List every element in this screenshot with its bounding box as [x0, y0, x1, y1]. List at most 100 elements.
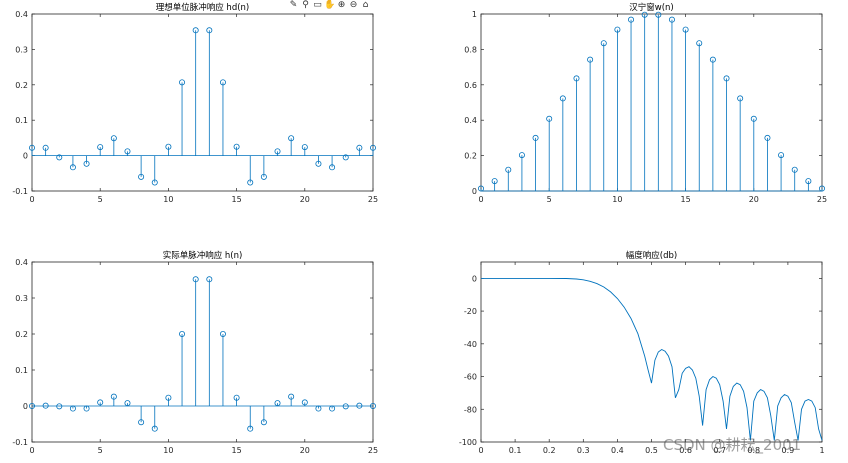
x-tick-label: 0.6 — [679, 446, 692, 455]
stem-marker — [764, 134, 771, 141]
stem-marker — [600, 40, 607, 47]
stem-marker — [274, 148, 281, 155]
stem-marker — [682, 26, 689, 33]
x-tick-label: 0.4 — [611, 446, 624, 455]
stem-marker — [723, 75, 730, 82]
y-tick-label: 0 — [23, 152, 28, 161]
stem-marker — [83, 160, 90, 167]
axes-toolbar: ✎ ⚲ ▭ ✋ ⊕ ⊖ ⌂ — [288, 0, 371, 12]
y-tick-label: -0.1 — [12, 187, 28, 196]
y-tick-label: 0.2 — [15, 330, 28, 339]
axes-box — [480, 261, 823, 443]
zoom-out-icon[interactable]: ⊖ — [349, 0, 358, 10]
chart-title: 汉宁窗w(n) — [629, 2, 673, 13]
stem-marker — [329, 164, 336, 171]
stem-marker — [247, 425, 254, 432]
stem-marker — [369, 144, 376, 151]
stem-marker — [28, 144, 35, 151]
y-tick-label: 0.2 — [15, 81, 28, 90]
x-tick-label: 0.7 — [713, 446, 726, 455]
magnitude-line — [481, 277, 823, 441]
stem-marker — [138, 419, 145, 426]
stem-marker — [260, 173, 267, 180]
y-tick-label: -80 — [464, 405, 477, 414]
stem-marker — [179, 79, 186, 86]
y-tick-label: 0.8 — [464, 45, 477, 54]
stem-marker — [110, 135, 117, 142]
stem-marker — [179, 330, 186, 337]
datatip-icon[interactable]: ⚲ — [302, 0, 309, 10]
stem-marker — [206, 27, 213, 34]
y-tick-label: 0.1 — [15, 366, 28, 375]
stem-marker — [342, 403, 349, 410]
x-tick-label: 15 — [232, 446, 242, 455]
stem-marker — [641, 11, 648, 18]
stem-marker — [546, 115, 553, 122]
watermark: CSDN @耕耘_2001 — [663, 436, 802, 454]
stem-marker — [42, 144, 49, 151]
stem-marker — [83, 405, 90, 412]
y-tick-label: 0.4 — [15, 258, 28, 267]
stem-marker — [315, 160, 322, 167]
stem-marker — [56, 154, 63, 161]
x-tick-label: 25 — [817, 195, 827, 204]
stem-marker — [477, 185, 484, 192]
stem-marker — [192, 276, 199, 283]
stem-marker — [233, 394, 240, 401]
stem-marker — [301, 144, 308, 151]
x-tick-label: 20 — [300, 446, 310, 455]
x-tick-label: 0 — [478, 446, 483, 455]
stem-marker — [260, 419, 267, 426]
x-tick-label: 20 — [300, 195, 310, 204]
stem-marker — [56, 403, 63, 410]
x-tick-label: 0.9 — [782, 446, 795, 455]
stem-marker — [655, 11, 662, 18]
x-tick-label: 0.1 — [509, 446, 522, 455]
pan-icon[interactable]: ✋ — [324, 0, 336, 10]
stem-marker — [315, 405, 322, 412]
zoom-in-icon[interactable]: ⊕ — [337, 0, 346, 10]
stem-marker — [356, 144, 363, 151]
stem-marker — [124, 148, 131, 155]
y-tick-label: 0.3 — [15, 294, 28, 303]
x-tick-label: 0.2 — [543, 446, 556, 455]
x-tick-label: 5 — [98, 446, 103, 455]
stem-marker — [69, 164, 76, 171]
x-tick-label: 0.3 — [577, 446, 590, 455]
chart-title: 实际单脉冲响应 h(n) — [163, 250, 243, 261]
rotate-icon[interactable]: ▭ — [313, 0, 322, 10]
stem-marker — [151, 425, 158, 432]
stem-marker — [356, 402, 363, 409]
axes-box — [31, 13, 374, 192]
stem-marker — [329, 405, 336, 412]
stem-marker — [518, 152, 525, 159]
y-tick-label: -0.1 — [12, 438, 28, 447]
y-tick-label: 0.4 — [464, 116, 477, 125]
x-tick-label: 5 — [547, 195, 552, 204]
y-tick-label: -20 — [464, 307, 477, 316]
stem-marker — [559, 95, 566, 102]
brush-icon[interactable]: ✎ — [289, 0, 298, 10]
x-tick-label: 0.8 — [747, 446, 760, 455]
stem-marker — [274, 400, 281, 407]
stem-marker — [124, 400, 131, 407]
x-tick-label: 0 — [29, 195, 34, 204]
stem-marker — [28, 402, 35, 409]
home-icon[interactable]: ⌂ — [362, 0, 369, 10]
stem-marker — [192, 27, 199, 34]
stem-marker — [301, 399, 308, 406]
stem-marker — [805, 178, 812, 185]
subplot-hanning: 0 5 10 15 20 25 0 0.2 0.4 0.6 0.8 1 汉宁窗w(n) — [464, 2, 827, 204]
stem-marker — [69, 405, 76, 412]
stem-marker — [369, 402, 376, 409]
stem-marker — [219, 79, 226, 86]
x-tick-label: 0.5 — [645, 446, 658, 455]
chart-title: 理想单位脉冲响应 hd(n) — [156, 2, 250, 13]
axes-box — [31, 261, 374, 443]
stem-marker — [737, 95, 744, 102]
y-tick-label: 0.1 — [15, 116, 28, 125]
stem-marker — [791, 166, 798, 173]
x-tick-label: 1 — [819, 446, 824, 455]
stem-marker — [696, 40, 703, 47]
